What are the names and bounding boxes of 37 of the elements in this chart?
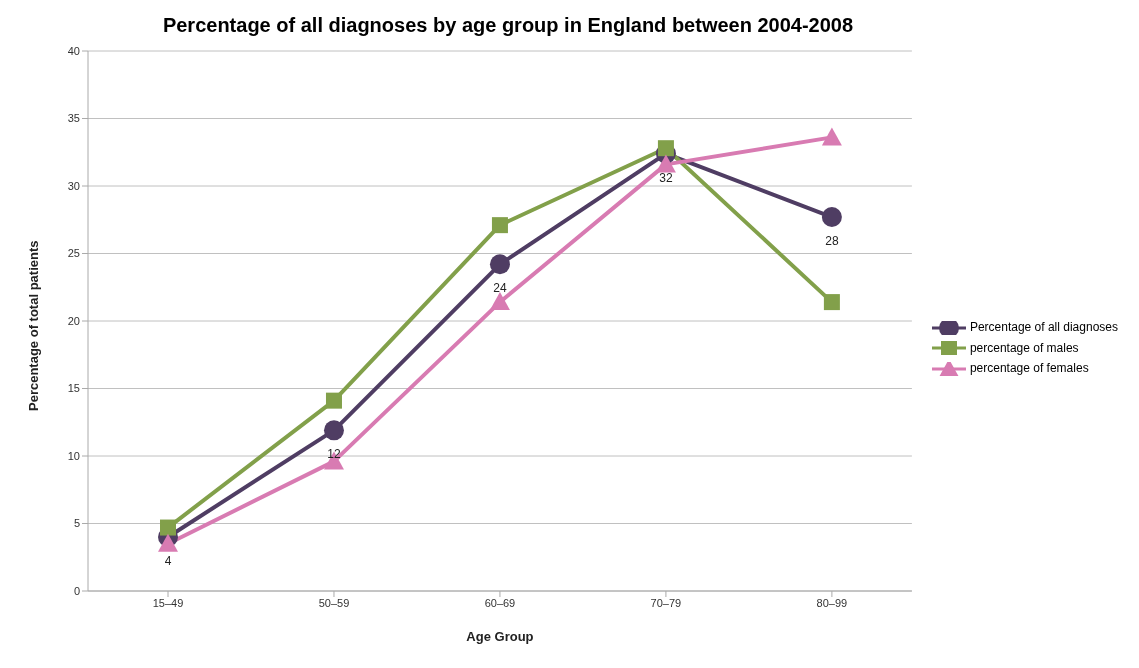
x-tick-label: 60–69 [484, 596, 516, 609]
data-label: 32 [659, 170, 673, 185]
x-tick-label: 70–79 [650, 596, 682, 609]
data-label: 4 [164, 554, 172, 568]
point [158, 533, 178, 552]
point [160, 519, 176, 536]
legend-label: percentage of males [968, 340, 1080, 356]
y-tick-label: 30 [67, 179, 80, 192]
point [657, 140, 674, 157]
point [489, 292, 510, 311]
data-label: 24 [493, 281, 507, 296]
point [325, 392, 342, 409]
x-tick-label: 50–59 [318, 596, 350, 609]
point [821, 207, 842, 228]
point [491, 217, 508, 234]
chart-title: Percentage of all diagnoses by age group in England between 2004-2008 [161, 14, 855, 37]
y-tick-label: 0 [73, 584, 80, 597]
y-tick-label: 10 [67, 449, 80, 462]
y-axis-title: Percentage of total patients [25, 240, 41, 411]
point [823, 294, 840, 311]
y-tick-label: 15 [67, 382, 80, 395]
y-tick-label: 20 [67, 314, 80, 327]
y-tick-label: 5 [73, 517, 80, 530]
data-label: 12 [327, 447, 341, 462]
y-tick-label: 35 [67, 112, 80, 125]
legend-label: percentage of females [968, 361, 1090, 377]
y-tick-label: 40 [67, 44, 80, 57]
point [821, 127, 842, 146]
point [323, 420, 344, 441]
x-tick-label: 80–99 [816, 596, 848, 609]
point [655, 154, 676, 173]
x-tick-label: 15–49 [152, 596, 184, 609]
legend-label: Percentage of all diagnoses [968, 319, 1118, 335]
data-label: 28 [825, 234, 839, 249]
point [489, 254, 510, 275]
y-tick-label: 25 [67, 247, 80, 260]
x-axis-title: Age Group [466, 629, 534, 644]
